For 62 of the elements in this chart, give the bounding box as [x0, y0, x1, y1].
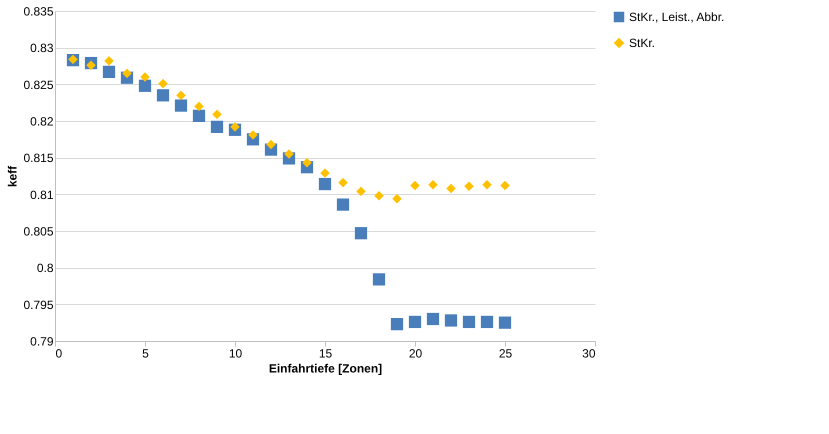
point — [302, 158, 312, 168]
y-axis-title: keff — [5, 164, 20, 188]
point — [248, 130, 258, 140]
point — [464, 182, 474, 192]
point — [426, 312, 440, 326]
point — [194, 102, 204, 112]
point — [500, 180, 510, 190]
point — [86, 60, 96, 70]
x-tick-label: 5 — [142, 346, 150, 360]
point — [336, 198, 350, 211]
y-tick-label: 0.825 — [23, 78, 54, 92]
y-tick-label: 0.79 — [30, 334, 54, 348]
point — [266, 140, 276, 150]
point — [210, 120, 224, 133]
point — [428, 180, 438, 190]
x-tick-label: 30 — [582, 346, 596, 360]
x-tick-label: 20 — [408, 346, 422, 360]
y-tick-label: 0.8 — [36, 261, 54, 276]
point — [390, 318, 404, 330]
point — [138, 80, 152, 92]
y-tick-label: 0.805 — [23, 224, 54, 238]
point — [392, 194, 402, 204]
y-tick-label: 0.82 — [30, 114, 54, 128]
point — [338, 178, 348, 188]
y-tick-label: 0.83 — [30, 41, 54, 56]
point — [212, 110, 222, 120]
point — [480, 316, 494, 328]
point — [444, 314, 458, 327]
point — [374, 191, 384, 201]
x-tick-label: 0 — [56, 346, 62, 360]
point — [122, 68, 132, 78]
point — [174, 99, 188, 112]
point — [102, 66, 116, 78]
legend-label: StKr. — [629, 36, 656, 50]
point — [354, 227, 368, 240]
point — [482, 180, 492, 190]
y-tick-label: 0.835 — [23, 4, 54, 18]
point — [284, 149, 294, 159]
x-tick-label: 25 — [498, 346, 512, 360]
y-tick-label: 0.81 — [30, 188, 54, 202]
x-axis-title: Einfahrtiefe [Zonen] — [268, 362, 382, 376]
point — [140, 72, 150, 82]
point — [156, 89, 170, 102]
point — [230, 122, 240, 132]
point — [320, 168, 330, 178]
x-tick-label: 15 — [318, 346, 332, 360]
y-tick-label: 0.815 — [23, 151, 54, 166]
point — [410, 180, 420, 190]
point — [408, 316, 422, 328]
point — [158, 78, 168, 88]
legend-label: StKr., Leist., Abbr. — [629, 10, 724, 24]
point — [462, 316, 476, 328]
point — [318, 178, 332, 190]
point — [498, 316, 512, 329]
point — [356, 186, 366, 196]
point — [446, 184, 456, 194]
point — [192, 110, 206, 122]
point — [176, 90, 186, 100]
point — [104, 56, 114, 66]
x-tick-label: 10 — [228, 346, 242, 360]
point — [372, 273, 386, 286]
y-tick-label: 0.795 — [23, 298, 54, 312]
